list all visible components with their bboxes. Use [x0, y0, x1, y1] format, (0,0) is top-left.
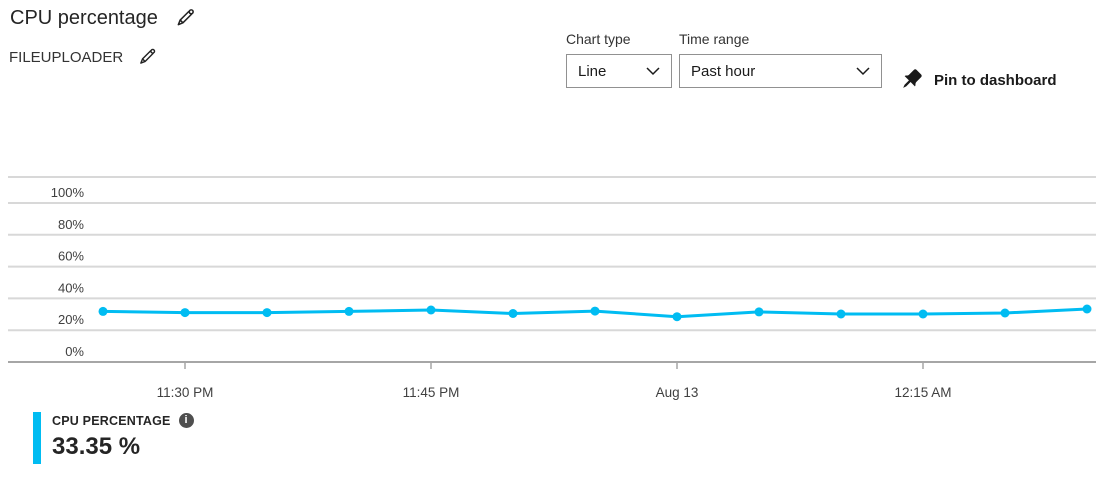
- x-axis-label: 12:15 AM: [894, 385, 951, 400]
- x-axis-label: 11:45 PM: [403, 385, 460, 400]
- chart-type-label: Chart type: [566, 31, 631, 47]
- pin-label: Pin to dashboard: [934, 71, 1057, 89]
- title-row: CPU percentage: [10, 5, 198, 31]
- y-axis-label: 40%: [58, 280, 84, 295]
- edit-title-button[interactable]: [172, 5, 198, 31]
- data-point[interactable]: [590, 306, 600, 316]
- pin-to-dashboard-button[interactable]: Pin to dashboard: [897, 62, 1057, 98]
- x-axis-label: 11:30 PM: [157, 385, 214, 400]
- time-range-select[interactable]: Past hour: [679, 54, 882, 88]
- data-point[interactable]: [426, 305, 436, 315]
- pencil-icon: [177, 9, 194, 26]
- legend-body: CPU PERCENTAGE i 33.35 %: [52, 412, 194, 464]
- x-axis-label: Aug 13: [656, 385, 699, 400]
- cpu-chart-svg: 100% 80% 60% 40% 20% 0% 11:30 PM 11:45 PM Aug 13…: [8, 176, 1096, 400]
- subtitle-row: FILEUPLOADER: [9, 45, 159, 69]
- time-range-value: Past hour: [691, 62, 756, 80]
- legend-value: 33.35 %: [52, 433, 141, 460]
- data-point[interactable]: [1082, 304, 1092, 314]
- legend: CPU PERCENTAGE i 33.35 %: [33, 412, 194, 464]
- y-axis-label: 60%: [58, 249, 84, 264]
- y-axis-label: 80%: [58, 217, 84, 232]
- chevron-down-icon: [646, 66, 660, 75]
- page-title: CPU percentage: [10, 6, 158, 29]
- y-axis-label: 20%: [58, 312, 84, 327]
- chart-type-value: Line: [578, 62, 607, 80]
- data-point[interactable]: [262, 308, 272, 318]
- y-axis-label: 100%: [51, 185, 85, 200]
- time-range-label: Time range: [679, 31, 750, 47]
- info-icon[interactable]: i: [178, 413, 194, 428]
- legend-color-bar: [33, 412, 41, 464]
- data-point[interactable]: [508, 309, 518, 318]
- edit-resource-button[interactable]: [135, 45, 159, 69]
- data-point[interactable]: [836, 309, 846, 319]
- pin-icon: [903, 69, 922, 88]
- y-axis-label: 0%: [65, 344, 84, 359]
- data-point[interactable]: [1000, 308, 1010, 318]
- data-point[interactable]: [344, 306, 354, 316]
- data-point[interactable]: [98, 306, 108, 316]
- chart-type-select[interactable]: Line: [566, 54, 672, 88]
- data-point[interactable]: [918, 309, 928, 319]
- data-point[interactable]: [754, 307, 764, 317]
- cpu-line-chart: 100% 80% 60% 40% 20% 0% 11:30 PM 11:45 PM Aug 13…: [0, 165, 1100, 405]
- legend-series-label: CPU PERCENTAGE: [52, 413, 171, 428]
- chevron-down-icon: [856, 66, 870, 75]
- data-point[interactable]: [672, 312, 682, 322]
- resource-name: FILEUPLOADER: [9, 48, 124, 66]
- data-point[interactable]: [180, 308, 190, 318]
- time-range-control: Time range Past hour: [679, 31, 882, 88]
- pencil-icon: [140, 48, 156, 64]
- chart-type-control: Chart type Line: [566, 31, 672, 88]
